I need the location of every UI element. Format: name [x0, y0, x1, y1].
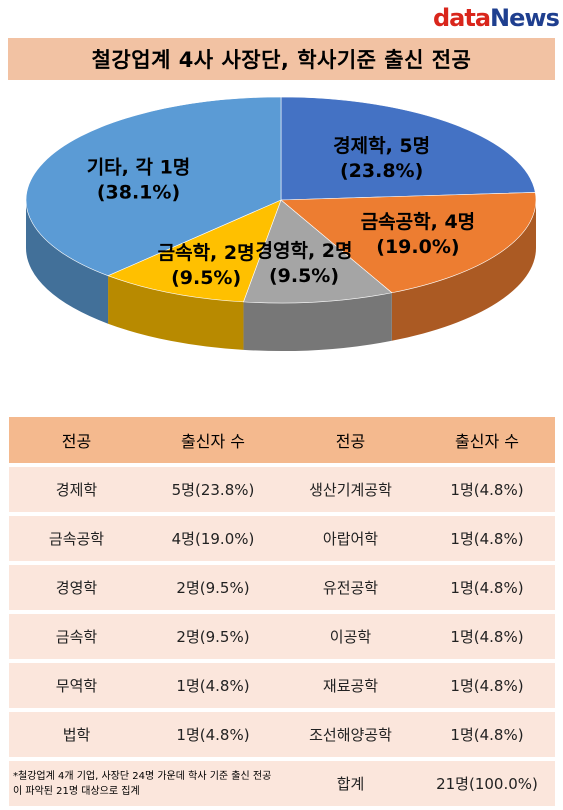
pie-slice-1	[280, 192, 537, 294]
cell-count: 2명(9.5%)	[144, 614, 282, 659]
pie-slice-2	[243, 199, 393, 304]
pie-slices	[25, 96, 537, 304]
total-label: 합계	[282, 761, 419, 806]
table-note: *철강업계 4개 기업, 사장단 24명 가운데 학사 기준 출신 전공이 파악…	[9, 761, 282, 806]
slice-pct-0: (23.8%)	[340, 160, 423, 182]
cell-count: 1명(4.8%)	[419, 516, 555, 561]
cell-count: 1명(4.8%)	[419, 712, 555, 757]
pie-side-3	[108, 275, 244, 350]
slice-label-2: 경영학, 2명	[256, 240, 353, 262]
cell-count: 1명(4.8%)	[419, 467, 555, 512]
slice-pct-2: (9.5%)	[269, 265, 339, 287]
pie-slice-3	[107, 199, 282, 303]
pie-side-2	[243, 292, 392, 351]
cell-count: 2명(9.5%)	[144, 565, 282, 610]
cell-count: 1명(4.8%)	[419, 663, 555, 708]
cell-count: 5명(23.8%)	[144, 467, 282, 512]
cell-major: 아랍어학	[282, 516, 419, 561]
pie-slice-4	[25, 96, 282, 277]
slice-label-4: 기타, 각 1명	[87, 156, 191, 178]
header-count-2: 출신자 수	[419, 417, 555, 463]
header-major-1: 전공	[9, 417, 144, 463]
table-row: 금속학 2명(9.5%) 이공학 1명(4.8%)	[9, 614, 555, 659]
table-row: 금속공학 4명(19.0%) 아랍어학 1명(4.8%)	[9, 516, 555, 561]
slice-pct-1: (19.0%)	[376, 236, 459, 258]
cell-count: 1명(4.8%)	[144, 712, 282, 757]
cell-major: 조선해양공학	[282, 712, 419, 757]
table-row: 법학 1명(4.8%) 조선해양공학 1명(4.8%)	[9, 712, 555, 757]
pie-side-1	[391, 200, 536, 341]
pie-slice-0	[280, 96, 536, 201]
pie-side-4	[26, 200, 109, 324]
cell-major: 재료공학	[282, 663, 419, 708]
cell-count: 1명(4.8%)	[419, 614, 555, 659]
cell-major: 무역학	[9, 663, 144, 708]
cell-count: 4명(19.0%)	[144, 516, 282, 561]
cell-major: 경영학	[9, 565, 144, 610]
slice-label-3: 금속학, 2명	[158, 242, 255, 264]
cell-count: 1명(4.8%)	[144, 663, 282, 708]
cell-major: 이공학	[282, 614, 419, 659]
cell-major: 경제학	[9, 467, 144, 512]
table-header-row: 전공 출신자 수 전공 출신자 수	[9, 417, 555, 463]
cell-major: 금속학	[9, 614, 144, 659]
header-major-2: 전공	[282, 417, 419, 463]
pie-sides	[26, 200, 536, 351]
cell-count: 1명(4.8%)	[419, 565, 555, 610]
majors-table: 전공 출신자 수 전공 출신자 수 경제학 5명(23.8%) 생산기계공학 1…	[9, 413, 555, 810]
cell-major: 유전공학	[282, 565, 419, 610]
total-value: 21명(100.0%)	[419, 761, 555, 806]
slice-label-1: 금속공학, 4명	[361, 211, 475, 233]
slice-pct-4: (38.1%)	[97, 181, 180, 203]
table-total-row: *철강업계 4개 기업, 사장단 24명 가운데 학사 기준 출신 전공이 파악…	[9, 761, 555, 806]
chart-title-bar: 철강업계 4사 사장단, 학사기준 출신 전공	[8, 38, 555, 80]
chart-title: 철강업계 4사 사장단, 학사기준 출신 전공	[91, 48, 472, 72]
table-row: 경제학 5명(23.8%) 생산기계공학 1명(4.8%)	[9, 467, 555, 512]
cell-major: 금속공학	[9, 516, 144, 561]
cell-major: 생산기계공학	[282, 467, 419, 512]
pie-labels: 경제학, 5명 (23.8%) 금속공학, 4명 (19.0%) 경영학, 2명 (9.5…	[87, 135, 475, 289]
table-row: 경영학 2명(9.5%) 유전공학 1명(4.8%)	[9, 565, 555, 610]
slice-pct-3: (9.5%)	[171, 267, 241, 289]
header-count-1: 출신자 수	[144, 417, 282, 463]
datanews-logo: dataNews	[433, 4, 560, 32]
cell-major: 법학	[9, 712, 144, 757]
slice-label-0: 경제학, 5명	[333, 135, 430, 157]
pie-chart: 경제학, 5명 (23.8%) 금속공학, 4명 (19.0%) 경영학, 2명 (9.5…	[25, 96, 537, 351]
table-row: 무역학 1명(4.8%) 재료공학 1명(4.8%)	[9, 663, 555, 708]
